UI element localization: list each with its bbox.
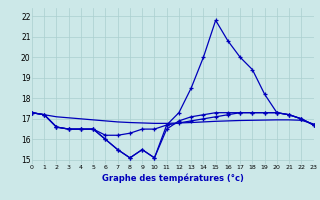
X-axis label: Graphe des températures (°c): Graphe des températures (°c) bbox=[102, 173, 244, 183]
